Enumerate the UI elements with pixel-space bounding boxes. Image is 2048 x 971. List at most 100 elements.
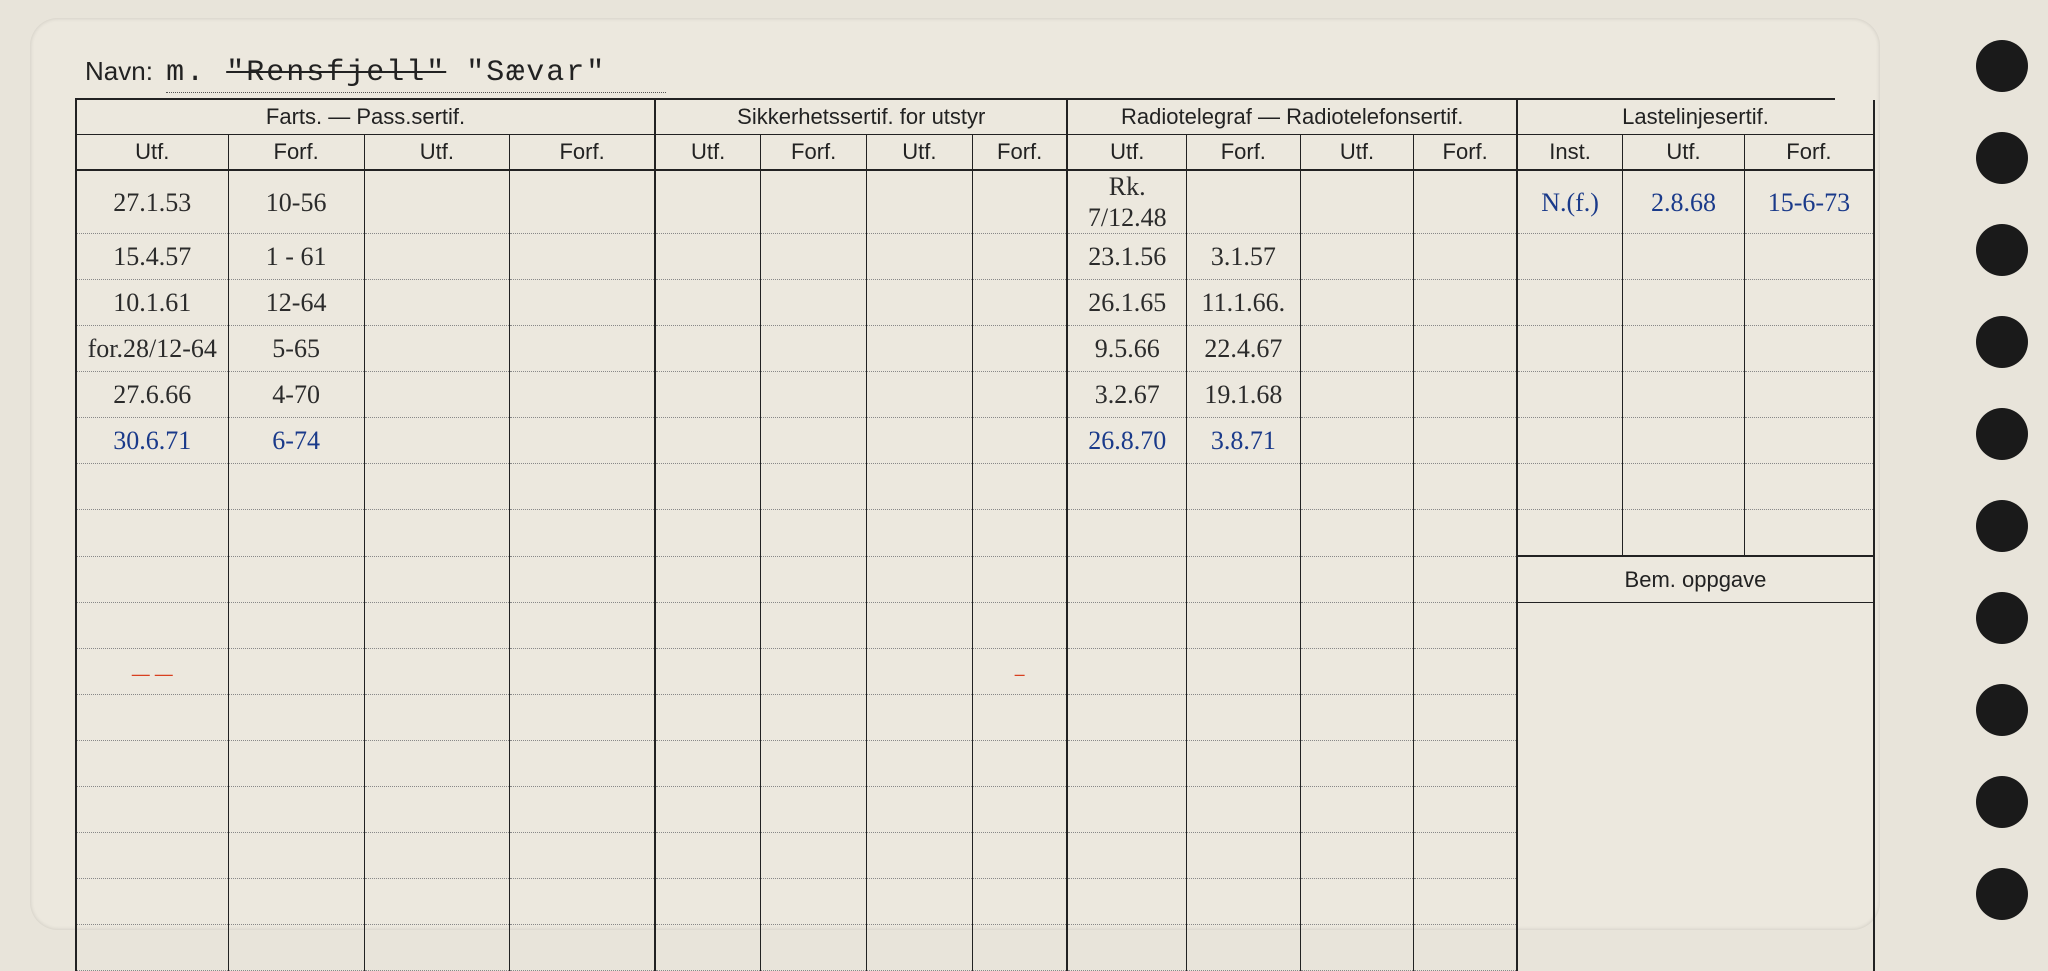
table-cell — [1186, 603, 1300, 649]
table-cell — [364, 649, 509, 695]
table-cell: 2.8.68 — [1623, 170, 1745, 234]
table-cell — [1300, 741, 1414, 787]
table-cell — [655, 170, 761, 234]
table-cell — [76, 603, 228, 649]
table-cell — [1414, 833, 1517, 879]
sub-utf: Utf. — [655, 135, 761, 171]
table-row-blank — [76, 510, 1874, 557]
table-cell — [1517, 326, 1623, 372]
table-cell: 23.1.56 — [1067, 234, 1186, 280]
table-cell — [1517, 372, 1623, 418]
bem-cell — [1517, 833, 1874, 879]
table-cell — [1414, 879, 1517, 925]
table-cell — [972, 280, 1067, 326]
table-cell — [972, 741, 1067, 787]
table-cell — [1067, 649, 1186, 695]
name-prefix: m. — [166, 56, 206, 90]
table-cell — [76, 787, 228, 833]
bem-header-row: Bem. oppgave — [76, 556, 1874, 603]
table-cell — [364, 695, 509, 741]
table-cell — [364, 234, 509, 280]
bem-cell — [1517, 649, 1874, 695]
table-row-blank — [76, 879, 1874, 925]
table-cell — [1414, 787, 1517, 833]
table-cell — [972, 372, 1067, 418]
table-cell — [510, 510, 655, 557]
table-cell — [1186, 879, 1300, 925]
table-cell — [1744, 464, 1874, 510]
table-cell — [1623, 418, 1745, 464]
table-cell — [1414, 234, 1517, 280]
table-cell — [1414, 280, 1517, 326]
table-cell — [364, 556, 509, 603]
table-cell — [364, 464, 509, 510]
table-cell: 15.4.57 — [76, 234, 228, 280]
table-cell — [972, 695, 1067, 741]
name-current: "Sævar" — [466, 56, 606, 90]
hole — [1976, 40, 2028, 92]
table-cell: 26.8.70 — [1067, 418, 1186, 464]
table-cell — [364, 787, 509, 833]
table-cell — [1186, 510, 1300, 557]
table-cell — [867, 833, 973, 879]
table-cell — [510, 326, 655, 372]
table-cell — [510, 787, 655, 833]
table-cell — [364, 741, 509, 787]
hole — [1976, 408, 2028, 460]
sub-utf: Utf. — [76, 135, 228, 171]
table-row-blank — [76, 603, 1874, 649]
table-cell — [364, 170, 509, 234]
table-cell — [1744, 510, 1874, 557]
table-cell — [1517, 418, 1623, 464]
table-cell — [972, 418, 1067, 464]
table-cell — [1300, 556, 1414, 603]
table-cell: – — [972, 649, 1067, 695]
table-cell — [867, 170, 973, 234]
table-cell — [76, 464, 228, 510]
table-cell — [761, 464, 867, 510]
table-cell — [1067, 695, 1186, 741]
table-cell — [510, 234, 655, 280]
table-cell — [655, 879, 761, 925]
table-cell — [761, 280, 867, 326]
table-cell — [972, 833, 1067, 879]
sub-forf: Forf. — [228, 135, 364, 171]
table-cell — [761, 603, 867, 649]
table-cell — [364, 280, 509, 326]
table-cell — [228, 741, 364, 787]
table-cell — [1744, 418, 1874, 464]
table-cell — [228, 464, 364, 510]
hole — [1976, 500, 2028, 552]
table-cell — [1300, 464, 1414, 510]
table-cell — [867, 787, 973, 833]
hole — [1976, 684, 2028, 736]
table-cell — [1414, 170, 1517, 234]
table-cell — [655, 603, 761, 649]
table-cell — [364, 603, 509, 649]
bem-cell — [1517, 879, 1874, 925]
bem-header: Bem. oppgave — [1517, 556, 1874, 603]
table-cell — [228, 649, 364, 695]
table-cell — [1744, 234, 1874, 280]
table-cell — [867, 556, 973, 603]
table-cell — [1300, 879, 1414, 925]
table-cell — [1067, 879, 1186, 925]
table-cell — [1517, 464, 1623, 510]
table-cell — [1300, 326, 1414, 372]
table-cell — [228, 833, 364, 879]
table-cell — [655, 787, 761, 833]
table-cell — [1414, 418, 1517, 464]
table-cell — [867, 418, 973, 464]
table-cell — [1414, 372, 1517, 418]
table-row-blank: — —– — [76, 649, 1874, 695]
bem-cell — [1517, 787, 1874, 833]
sub-inst: Inst. — [1517, 135, 1623, 171]
table-cell — [1300, 418, 1414, 464]
bem-cell — [1517, 741, 1874, 787]
table-cell — [761, 326, 867, 372]
sub-forf: Forf. — [1186, 135, 1300, 171]
table-cell — [1067, 556, 1186, 603]
sub-header-row: Utf. Forf. Utf. Forf. Utf. Forf. Utf. Fo… — [76, 135, 1874, 171]
table-cell — [761, 372, 867, 418]
bem-cell — [1517, 695, 1874, 741]
